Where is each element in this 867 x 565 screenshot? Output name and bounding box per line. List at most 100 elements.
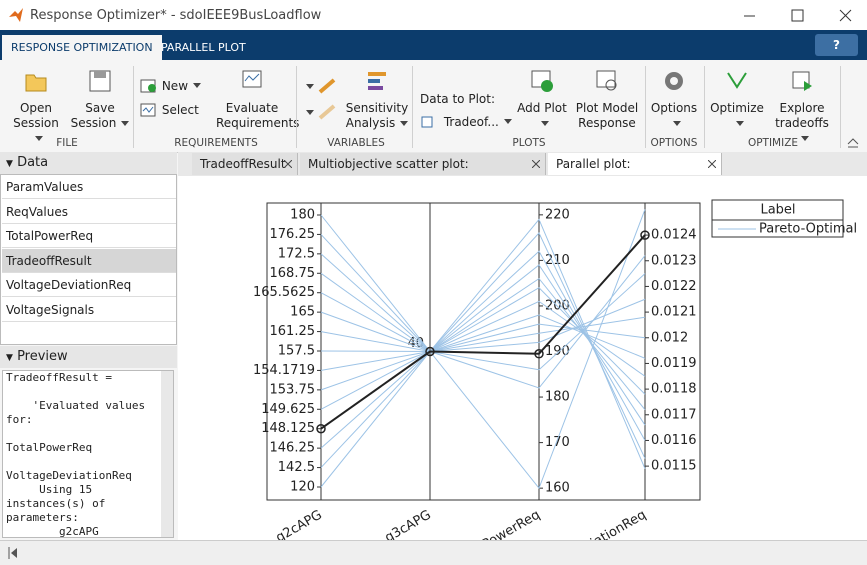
select-button[interactable]: Select <box>140 103 199 120</box>
open-session-button[interactable]: Open Session <box>8 69 64 146</box>
separator <box>296 66 297 148</box>
app-logo <box>9 8 23 22</box>
polyline <box>320 314 646 359</box>
close-icon[interactable] <box>284 160 292 168</box>
polyline <box>320 300 646 377</box>
group-label: OPTIONS <box>650 137 698 149</box>
toolstrip: Open Session Save Session FILE New Selec… <box>0 60 867 153</box>
label: Sensitivity Analysis <box>345 101 409 130</box>
icon <box>421 116 433 128</box>
preview-text: TradeoffResult = 'Evaluated values for: T… <box>2 370 174 538</box>
polyline <box>320 234 646 430</box>
legend-box <box>711 199 844 238</box>
document-tab[interactable]: Multiobjective scatter plot: TradeoffRes… <box>300 153 546 193</box>
tick-label: 0.0115 <box>651 459 697 474</box>
close-icon[interactable] <box>708 160 716 168</box>
variables-icons[interactable] <box>304 78 340 122</box>
polyline <box>320 209 646 490</box>
data-to-plot-dropdown[interactable]: Tradeof... <box>420 115 512 132</box>
group-label: VARIABLES <box>327 137 385 149</box>
polyline <box>320 264 646 426</box>
tick-label: 0.0123 <box>651 253 697 268</box>
highlight-marker <box>316 423 326 434</box>
preview-panel-header: ▼ Preview <box>0 346 177 368</box>
explore-button[interactable]: Explore tradeoffs <box>770 69 834 146</box>
close-glyph <box>284 160 292 168</box>
data-item[interactable]: TotalPowerReq <box>2 224 176 249</box>
separator <box>412 66 413 148</box>
document-tab[interactable]: TradeoffResult <box>192 153 298 175</box>
collapse-button[interactable] <box>846 136 860 148</box>
tick-label: 0.0124 <box>651 228 697 243</box>
close-icon[interactable] <box>532 160 540 168</box>
label: Save Session <box>70 101 117 130</box>
tick-label: 180 <box>545 390 570 405</box>
tick-label: 165.5625 <box>253 285 315 300</box>
add-plot-button[interactable]: Add Plot <box>512 69 572 131</box>
tick-label: 149.625 <box>261 402 315 417</box>
optimize-button[interactable]: Optimize <box>708 69 766 131</box>
tick-label: 148.125 <box>261 421 315 436</box>
axis-label: g3cAPG <box>383 508 434 540</box>
polyline <box>320 323 646 371</box>
label: Open Session <box>13 101 59 130</box>
separator <box>704 66 705 148</box>
tick-label: 0.0116 <box>651 433 697 448</box>
polyline <box>320 255 646 468</box>
icon <box>242 70 262 88</box>
evaluate-button[interactable]: Evaluate Requirements <box>216 69 300 131</box>
parallel-plot: 180 176.25 172.5 168.75 165.5625 165 161.25 157… <box>178 176 867 540</box>
highlight-marker <box>534 349 544 359</box>
legend-title: Label <box>760 203 795 218</box>
tab[interactable]: RESPONSE OPTIMIZATION <box>2 35 162 60</box>
icon <box>89 70 111 92</box>
label: Evaluate Requirements <box>216 101 300 130</box>
tick-label: 168.75 <box>270 266 316 281</box>
data-item[interactable]: VoltageDeviationReq <box>2 273 176 298</box>
separator <box>840 66 841 148</box>
group-label: FILE <box>56 137 78 149</box>
new-button[interactable]: New <box>140 79 202 96</box>
polyline <box>320 287 646 395</box>
icon <box>531 70 553 92</box>
tick-label: 120 <box>290 480 315 495</box>
polyline <box>320 277 646 410</box>
window-controls[interactable] <box>740 8 860 24</box>
polyline <box>320 298 646 410</box>
icon <box>25 74 47 92</box>
document-tab[interactable]: Parallel plot: TradeoffResult <box>548 153 722 193</box>
tick-label: 0.0118 <box>651 382 697 397</box>
tick-label: 170 <box>545 435 570 450</box>
plot-model-button[interactable]: Plot Model Response <box>574 69 640 131</box>
data-item[interactable]: ReqValues <box>2 199 176 224</box>
tick-label: 180 <box>290 208 315 223</box>
tick-label: 0.0119 <box>651 356 697 371</box>
label: Plot Model Response <box>575 101 639 130</box>
data-item[interactable]: VoltageSignals <box>2 298 176 322</box>
close-glyph <box>532 160 540 168</box>
legend-label: Pareto-Optimal <box>759 222 857 237</box>
sensitivity-button[interactable]: Sensitivity Analysis <box>345 69 409 131</box>
axis-label: VoltageDeviationReq <box>524 508 649 540</box>
tick-label: 0.0121 <box>651 305 697 320</box>
tick-label: 0.0117 <box>651 407 697 422</box>
label: Select <box>161 103 199 117</box>
label: Explore tradeoffs <box>775 101 829 130</box>
tab-bar: RESPONSE OPTIMIZATION PARALLEL PLOT ? <box>0 30 867 60</box>
save-session-button[interactable]: Save Session <box>70 69 130 131</box>
data-item[interactable]: ParamValues <box>2 175 176 199</box>
window-title: Response Optimizer* - sdoIEEE9BusLoadflo… <box>30 8 322 23</box>
options-button[interactable]: Options <box>648 69 700 131</box>
help-button[interactable]: ? <box>815 34 858 56</box>
icon <box>368 72 386 90</box>
tick-label: 146.25 <box>270 441 316 456</box>
axis-label: g2cAPG <box>274 508 325 540</box>
scrollbar[interactable] <box>161 371 173 537</box>
tab[interactable]: PARALLEL PLOT <box>161 41 246 54</box>
label: Options <box>650 101 698 115</box>
data-item[interactable]: TradeoffResult <box>2 248 176 273</box>
label: Add Plot <box>517 101 567 115</box>
status-bar <box>0 540 867 565</box>
preview-paragraph: TotalPowerReq <box>6 441 93 454</box>
tick-label: 176.25 <box>270 227 316 242</box>
